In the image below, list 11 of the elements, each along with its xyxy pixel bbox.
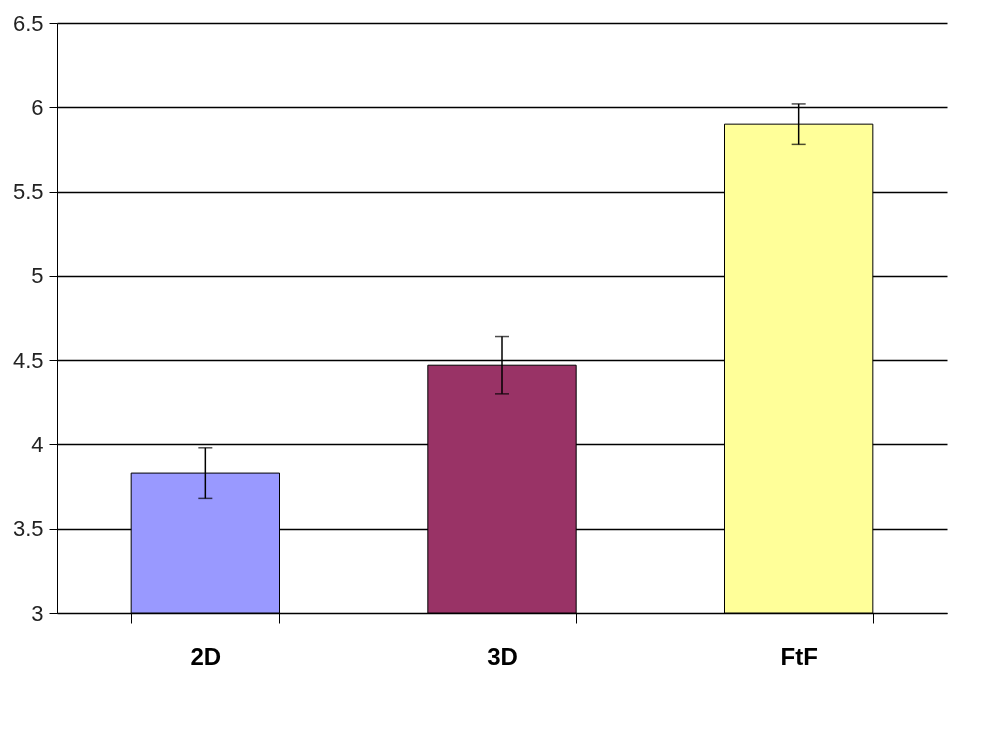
y-tick-label: 6	[31, 94, 44, 120]
y-tick-label: 5	[31, 263, 44, 289]
y-tick-label: 4	[31, 431, 44, 457]
x-tick-label: FtF	[780, 642, 818, 670]
y-tick-label: 4.5	[12, 347, 44, 373]
y-tick-label: 6.5	[12, 10, 44, 36]
x-tick-label: 2D	[190, 642, 222, 670]
y-tick-label: 5.5	[12, 179, 44, 205]
y-tick-label: 3.5	[12, 516, 44, 542]
y-tick-label: 3	[31, 600, 44, 626]
x-tick-label: 3D	[487, 642, 518, 670]
